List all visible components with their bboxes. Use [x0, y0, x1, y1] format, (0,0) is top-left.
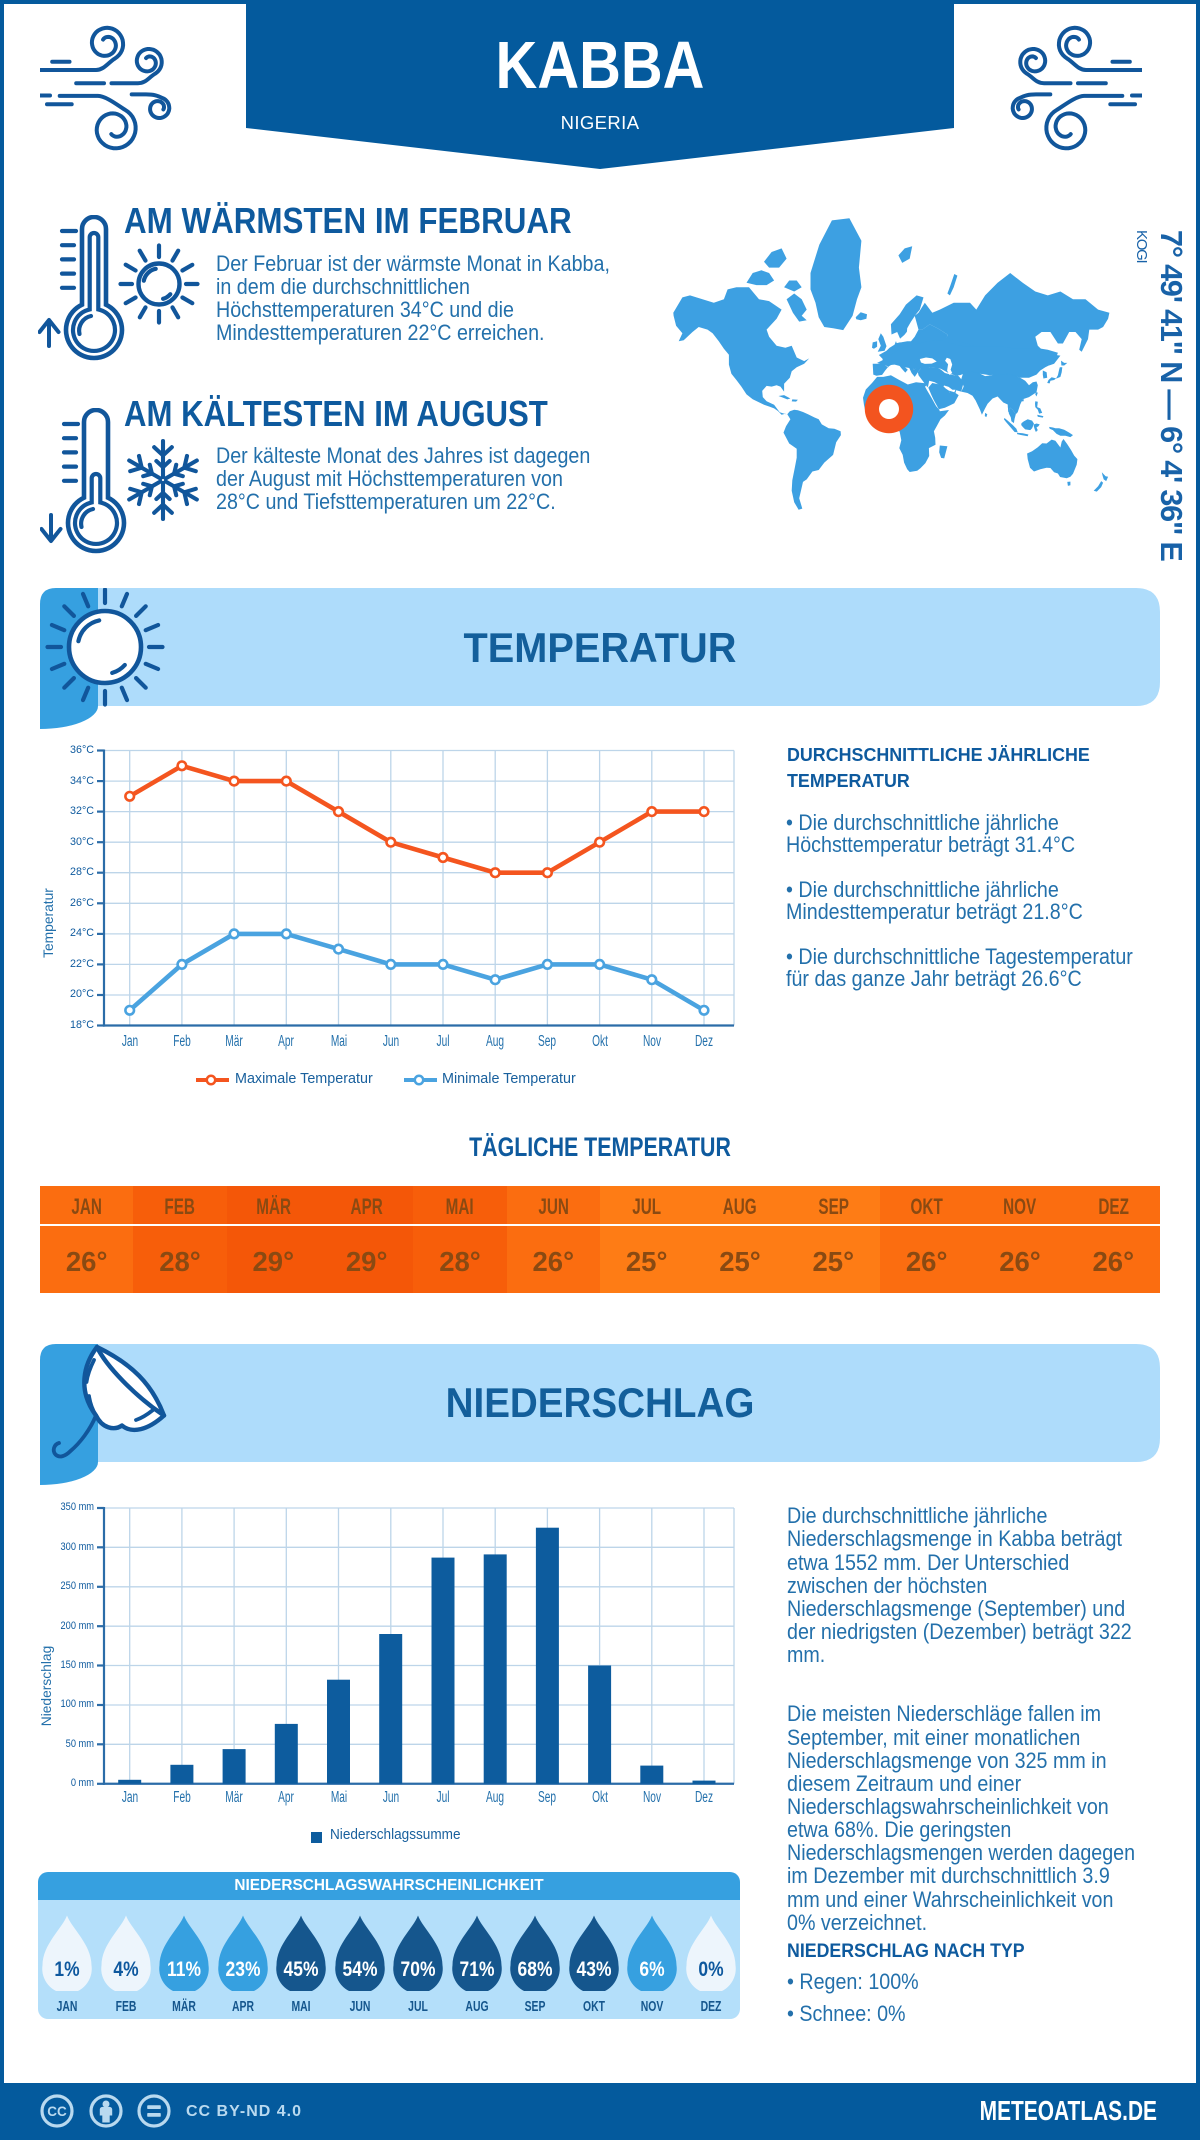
svg-text:CC: CC: [47, 2104, 67, 2119]
